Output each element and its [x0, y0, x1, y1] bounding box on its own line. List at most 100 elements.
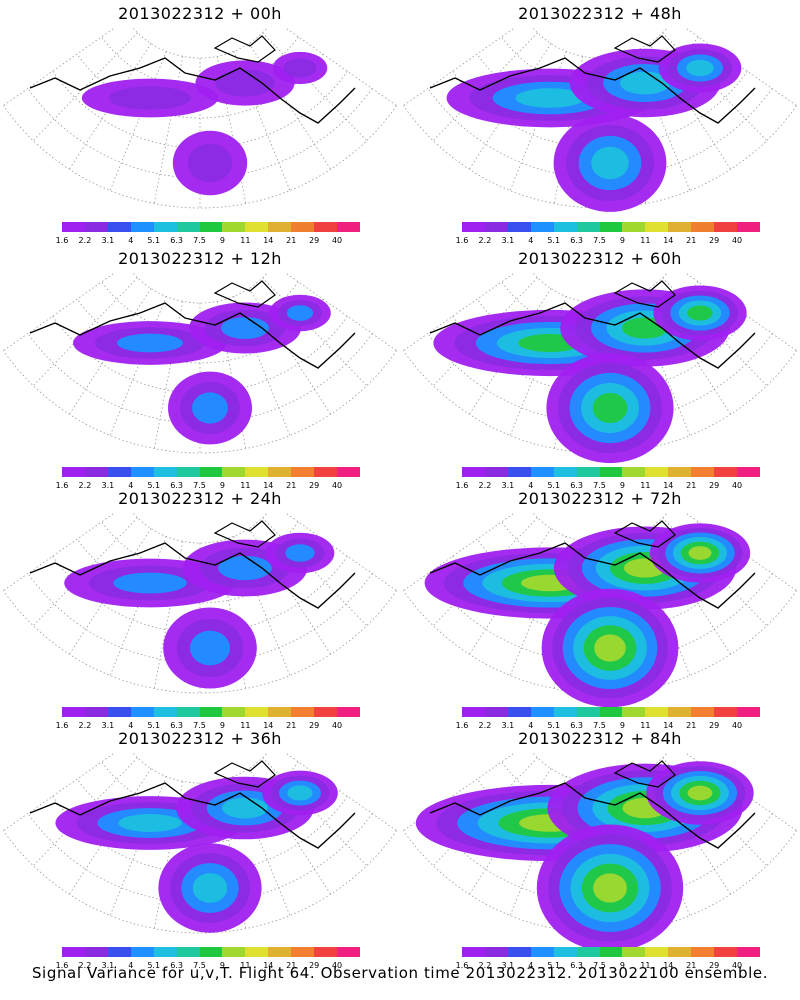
variance-contour: [686, 59, 714, 77]
colorbar-tick-label: 4: [528, 961, 534, 970]
colorbar-tick-label: 3.1: [101, 721, 115, 730]
colorbar-swatch: [484, 947, 508, 957]
graticule-meridian: [403, 28, 516, 106]
panel-12h: 2013022312 + 12h 1.6 2.2 3.1 4 5.1 6.3 7.5 9 11 1…: [0, 245, 400, 490]
colorbar-tick-label: 40: [331, 961, 343, 970]
colorbar-swatch: [245, 222, 269, 232]
colorbar-tick-label: 2.2: [78, 236, 92, 245]
panel-title: 2013022312 + 60h: [518, 249, 682, 268]
graticule-meridian: [262, 517, 368, 626]
colorbar-swatch: [622, 707, 646, 717]
colorbar-tick-label: 11: [240, 721, 251, 730]
graticule-parallel: [403, 590, 797, 694]
variance-contour: [109, 86, 191, 110]
graticule-meridian: [432, 277, 538, 386]
graticule-parallel: [3, 590, 397, 694]
graticule-meridian: [684, 753, 797, 831]
colorbar-swatch: [691, 947, 715, 957]
colorbar-tick-label: 21: [686, 961, 697, 970]
graticule-parallel: [3, 105, 397, 209]
colorbar-tick-label: 9: [619, 961, 625, 970]
colorbar-swatch: [530, 467, 554, 477]
graticule-meridian: [684, 273, 797, 351]
map-36h: [3, 753, 397, 934]
colorbar-tick-label: 5.1: [547, 236, 561, 245]
variance-contour: [285, 544, 315, 562]
colorbar-swatch: [107, 467, 131, 477]
colorbar-swatch: [314, 707, 338, 717]
variance-contour: [192, 392, 228, 424]
graticule-meridian: [262, 277, 368, 386]
colorbar-tick-label: 1.6: [55, 721, 69, 730]
colorbar-swatch: [153, 947, 177, 957]
colorbar-swatch: [530, 707, 554, 717]
graticule-meridian: [403, 273, 516, 351]
colorbar-swatch: [153, 707, 177, 717]
colorbar-swatch: [737, 707, 760, 717]
colorbar-ticks: 1.6 2.2 3.1 4 5.1 6.3 7.5 9 11 14 21 29 40: [56, 961, 360, 971]
colorbar-tick-label: 29: [709, 961, 720, 970]
colorbar: [62, 222, 360, 234]
colorbar-tick-label: 5.1: [147, 236, 161, 245]
colorbar-tick-label: 11: [640, 481, 651, 490]
colorbar-swatch: [668, 707, 692, 717]
colorbar-swatch: [576, 947, 600, 957]
variance-contour: [222, 797, 268, 819]
colorbar-tick-label: 11: [240, 961, 251, 970]
coastline-islands: [613, 520, 676, 548]
graticule-meridian: [403, 513, 516, 591]
colorbar-swatch: [530, 947, 554, 957]
colorbar-tick-label: 9: [219, 721, 225, 730]
colorbar-tick-label: 1.6: [455, 721, 469, 730]
panel-title: 2013022312 + 84h: [518, 729, 682, 748]
colorbar-swatch: [530, 222, 554, 232]
colorbar-swatch: [268, 222, 292, 232]
colorbar-swatch: [337, 947, 360, 957]
colorbar-tick-label: 6.3: [170, 481, 183, 490]
colorbar-tick-label: 6.3: [570, 721, 583, 730]
colorbar: [62, 947, 360, 959]
graticule-meridian: [68, 528, 152, 655]
colorbar-swatch: [222, 222, 246, 232]
colorbar-tick-label: 6.3: [570, 481, 583, 490]
graticule-meridian: [109, 51, 167, 191]
colorbar-tick-label: 14: [663, 961, 674, 970]
colorbar-swatch: [130, 707, 154, 717]
colorbar-tick-label: 11: [640, 961, 651, 970]
colorbar-tick-label: 29: [709, 236, 720, 245]
panel-48h: 2013022312 + 48h 1.6 2.2 3.1 4 5.1 6.3 7.5 9 11 1…: [400, 0, 800, 245]
colorbar-tick-label: 1.6: [55, 236, 69, 245]
colorbar-tick-label: 4: [528, 481, 534, 490]
graticule-meridian: [32, 517, 138, 626]
colorbar-swatch: [268, 467, 292, 477]
colorbar-tick-label: 21: [286, 481, 297, 490]
colorbar-swatch: [314, 947, 338, 957]
colorbar-swatch: [507, 947, 531, 957]
colorbar-swatch: [62, 947, 85, 957]
colorbar-swatch: [622, 947, 646, 957]
coastline-islands: [613, 760, 676, 788]
graticule-parallel: [3, 830, 397, 934]
colorbar-swatch: [337, 467, 360, 477]
colorbar-swatch: [84, 467, 108, 477]
colorbar-tick-label: 14: [663, 721, 674, 730]
graticule-parallel: [403, 830, 797, 934]
colorbar: [462, 222, 760, 234]
graticule-meridian: [3, 513, 116, 591]
coastline: [29, 302, 356, 369]
colorbar-tick-label: 5.1: [547, 961, 561, 970]
panel-72h: 2013022312 + 72h 1.6 2.2 3.1 4 5.1 6.3 7.5 9 11 1…: [400, 485, 800, 730]
graticule-meridian: [32, 32, 138, 141]
colorbar-tick-label: 5.1: [147, 961, 161, 970]
colorbar-swatch: [462, 467, 485, 477]
graticule-parallel: [132, 753, 268, 784]
graticule-meridian: [468, 288, 552, 415]
colorbar-swatch: [714, 467, 738, 477]
colorbar-tick-label: 14: [263, 721, 274, 730]
graticule-parallel: [76, 53, 324, 119]
colorbar: [62, 707, 360, 719]
colorbar: [462, 707, 760, 719]
map-84h: [403, 753, 797, 948]
variance-contour: [687, 785, 713, 801]
variance-contour: [192, 873, 228, 903]
